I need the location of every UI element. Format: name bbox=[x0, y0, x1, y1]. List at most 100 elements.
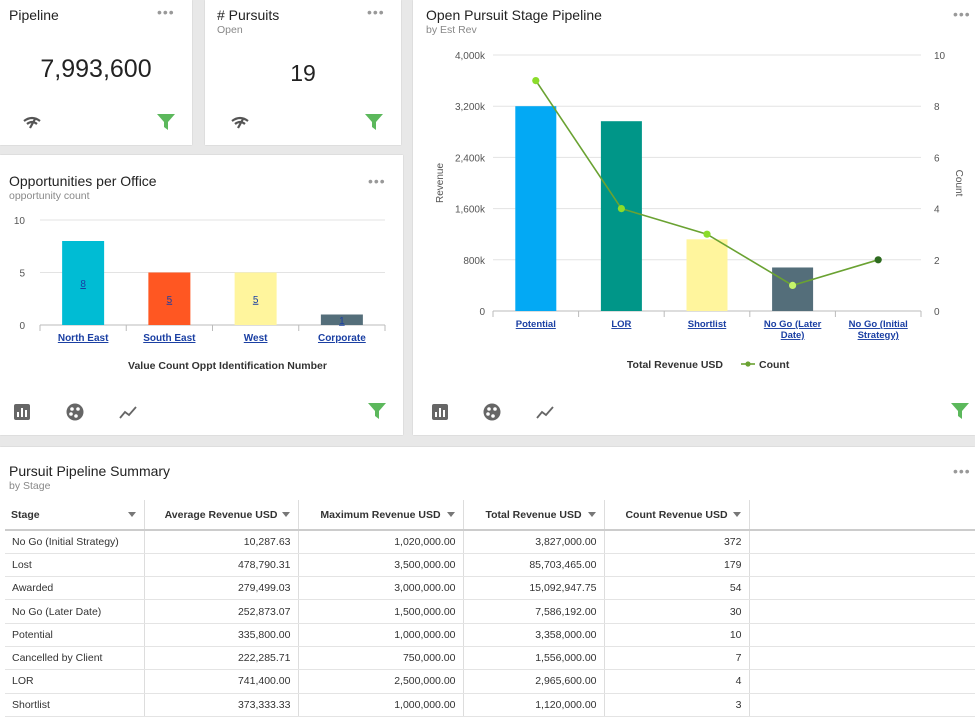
legend-label: Total Revenue USD bbox=[627, 359, 723, 371]
filter-icon[interactable] bbox=[365, 114, 383, 130]
bar-chart-icon[interactable] bbox=[432, 404, 448, 420]
bar[interactable] bbox=[62, 241, 105, 325]
table-row[interactable]: Lost 478,790.31 3,500,000.00 85,703,465.00 1… bbox=[5, 553, 975, 578]
pipeline-card: Pipeline ••• 7,993,600 bbox=[0, 0, 192, 145]
sort-arrow-icon[interactable] bbox=[281, 512, 290, 517]
x-category-label[interactable]: South East bbox=[143, 333, 196, 344]
legend-label: Count bbox=[759, 359, 790, 371]
signal-icon[interactable] bbox=[22, 115, 42, 129]
table-cell: 3,827,000.00 bbox=[463, 530, 605, 554]
card-title: Pipeline bbox=[9, 7, 59, 23]
table-cell: 252,873.07 bbox=[144, 599, 299, 624]
table-row[interactable]: Cancelled by Client 222,285.71 750,000.00 1… bbox=[5, 646, 975, 671]
more-options-icon[interactable]: ••• bbox=[953, 463, 971, 479]
column-spacer bbox=[749, 500, 975, 531]
bar[interactable] bbox=[515, 106, 557, 311]
card-title: # Pursuits bbox=[217, 7, 280, 23]
y2-tick-label: 2 bbox=[934, 256, 940, 267]
pursuits-card: # Pursuits Open ••• 19 bbox=[205, 0, 401, 145]
x-category-label[interactable]: Strategy) bbox=[858, 330, 899, 341]
table-cell: 7 bbox=[604, 646, 750, 671]
x-category-label[interactable]: No Go (Later bbox=[764, 319, 822, 330]
count-point[interactable] bbox=[617, 205, 625, 213]
kpi-value: 7,993,600 bbox=[40, 55, 152, 83]
filter-icon[interactable] bbox=[157, 114, 175, 130]
y-tick-label: 2,400k bbox=[455, 153, 486, 164]
sort-arrow-icon[interactable] bbox=[587, 512, 596, 517]
table-cell: 3,358,000.00 bbox=[463, 623, 605, 647]
table-row[interactable]: Shortlist 373,333.33 1,000,000.00 1,120,000… bbox=[5, 693, 975, 717]
palette-icon[interactable] bbox=[483, 403, 501, 421]
more-options-icon[interactable]: ••• bbox=[157, 4, 175, 20]
kpi-value: 19 bbox=[290, 60, 316, 86]
count-point[interactable] bbox=[703, 230, 711, 238]
x-category-label[interactable]: Shortlist bbox=[688, 319, 727, 330]
bar-data-label[interactable]: 5 bbox=[167, 295, 173, 306]
table-cell: 10 bbox=[604, 623, 750, 647]
palette-icon[interactable] bbox=[66, 403, 84, 421]
more-options-icon[interactable]: ••• bbox=[953, 6, 971, 22]
bar[interactable] bbox=[234, 272, 277, 326]
filter-icon[interactable] bbox=[368, 403, 386, 419]
y2-tick-label: 4 bbox=[934, 205, 940, 216]
table-cell: Cancelled by Client bbox=[5, 646, 145, 671]
table-cell: Lost bbox=[5, 553, 145, 578]
x-category-label[interactable]: Potential bbox=[516, 319, 556, 330]
table-cell: 372 bbox=[604, 530, 750, 554]
trend-line-icon[interactable] bbox=[119, 405, 137, 419]
bar-chart-icon[interactable] bbox=[14, 404, 30, 420]
table-cell-spacer bbox=[749, 693, 975, 717]
bar-data-label[interactable]: 1 bbox=[339, 316, 345, 327]
count-point[interactable] bbox=[789, 281, 797, 289]
more-options-icon[interactable]: ••• bbox=[367, 4, 385, 20]
x-category-label[interactable]: LOR bbox=[611, 319, 631, 330]
table-cell: 179 bbox=[604, 553, 750, 578]
table-cell: 2,500,000.00 bbox=[298, 669, 464, 694]
table-row[interactable]: No Go (Later Date) 252,873.07 1,500,000.00… bbox=[5, 599, 975, 624]
table-row[interactable]: No Go (Initial Strategy) 10,287.63 1,020,0… bbox=[5, 530, 975, 554]
column-header-average-revenue[interactable]: Average Revenue USD bbox=[144, 500, 299, 531]
column-header-maximum-revenue[interactable]: Maximum Revenue USD bbox=[298, 500, 464, 531]
bar[interactable] bbox=[772, 267, 814, 311]
table-cell: Awarded bbox=[5, 576, 145, 601]
card-title: Opportunities per Office bbox=[9, 173, 157, 189]
column-header-count-revenue[interactable]: Count Revenue USD bbox=[604, 500, 750, 531]
stage-combo-chart: 0 800k 1,600k 2,400k 3,200k 4,000k 0 2 4 6 8 10 Reve… bbox=[435, 51, 964, 371]
bar-data-label[interactable]: 5 bbox=[253, 295, 259, 306]
sort-arrow-icon[interactable] bbox=[446, 512, 455, 517]
x-category-label[interactable]: West bbox=[244, 333, 268, 344]
x-category-label[interactable]: North East bbox=[58, 333, 109, 344]
bar[interactable] bbox=[320, 314, 363, 326]
card-subtitle: by Est Rev bbox=[426, 24, 477, 36]
summary-table: Stage Average Revenue USD Maximum Revenu… bbox=[5, 500, 975, 717]
sort-arrow-icon[interactable] bbox=[732, 512, 741, 517]
column-header-stage[interactable]: Stage bbox=[5, 500, 145, 531]
x-category-label[interactable]: No Go (Initial bbox=[849, 319, 908, 330]
count-point[interactable] bbox=[532, 77, 540, 85]
x-category-label[interactable]: Date) bbox=[781, 330, 805, 341]
count-point[interactable] bbox=[874, 256, 882, 264]
bar[interactable] bbox=[600, 121, 642, 311]
column-header-label: Maximum Revenue USD bbox=[320, 508, 441, 521]
x-category-label[interactable]: Corporate bbox=[318, 333, 366, 344]
table-header-row: Stage Average Revenue USD Maximum Revenu… bbox=[5, 500, 975, 531]
more-options-icon[interactable]: ••• bbox=[368, 173, 386, 189]
table-row[interactable]: LOR 741,400.00 2,500,000.00 2,965,600.00 4 bbox=[5, 669, 975, 694]
bar[interactable] bbox=[686, 239, 728, 311]
trend-line-icon[interactable] bbox=[536, 405, 554, 419]
sort-arrow-icon[interactable] bbox=[127, 512, 136, 517]
table-cell: LOR bbox=[5, 669, 145, 694]
column-header-label: Total Revenue USD bbox=[485, 508, 582, 521]
bar[interactable] bbox=[148, 272, 191, 326]
filter-icon[interactable] bbox=[951, 403, 969, 419]
x-axis-title: Value Count Oppt Identification Number bbox=[128, 360, 327, 372]
table-row[interactable]: Potential 335,800.00 1,000,000.00 3,358,000… bbox=[5, 623, 975, 647]
table-cell: 2,965,600.00 bbox=[463, 669, 605, 694]
y-tick-label: 1,600k bbox=[455, 205, 486, 216]
table-row[interactable]: Awarded 279,499.03 3,000,000.00 15,092,947.… bbox=[5, 576, 975, 601]
column-header-total-revenue[interactable]: Total Revenue USD bbox=[463, 500, 605, 531]
bar-data-label[interactable]: 8 bbox=[80, 279, 86, 290]
table-cell: 279,499.03 bbox=[144, 576, 299, 601]
y-tick-label: 0 bbox=[479, 307, 485, 318]
signal-icon[interactable] bbox=[230, 115, 250, 129]
